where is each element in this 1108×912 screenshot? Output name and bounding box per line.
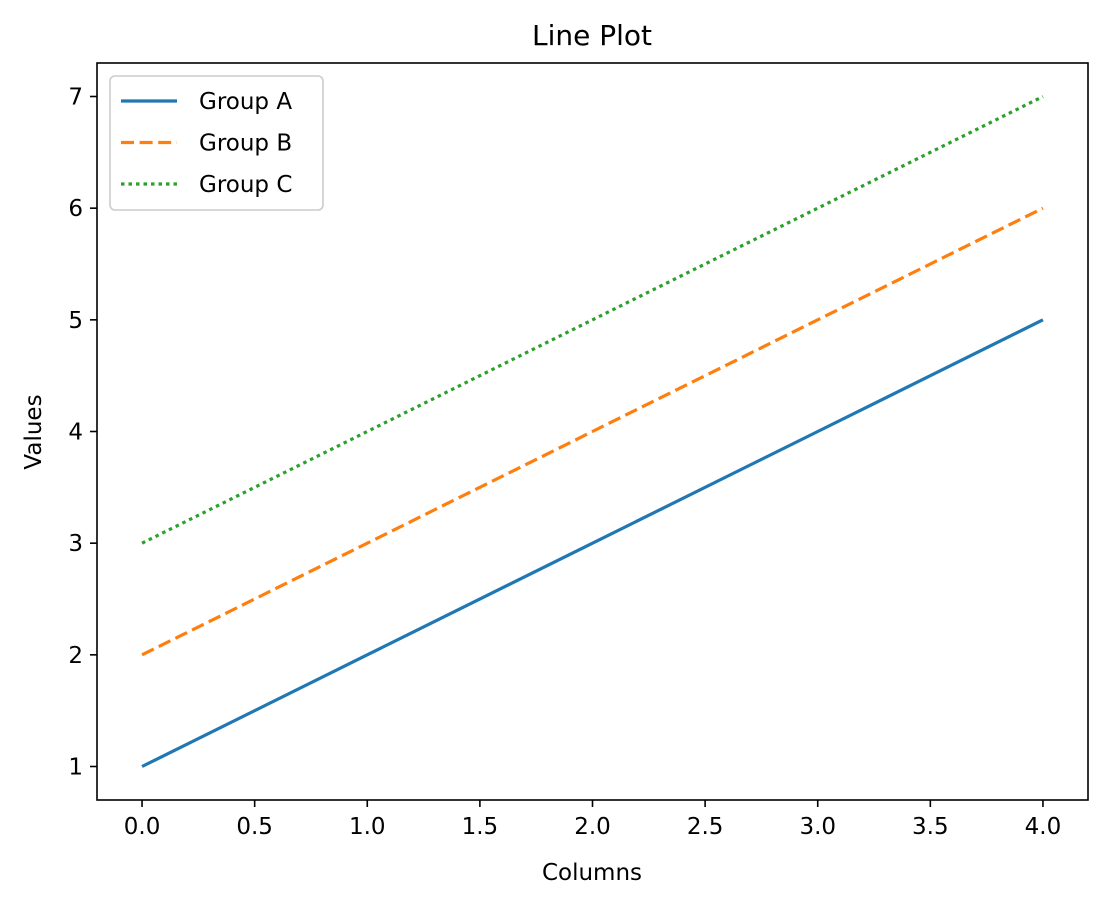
x-tick-label: 2.0	[574, 814, 611, 840]
y-tick-label: 4	[68, 420, 83, 446]
legend-label-2: Group C	[199, 172, 292, 198]
legend-label-0: Group A	[199, 89, 292, 115]
legend: Group A Group B Group C	[109, 75, 324, 211]
y-tick-label: 5	[68, 308, 83, 334]
x-axis-label: Columns	[542, 860, 642, 886]
x-tick-label: 0.0	[124, 814, 161, 840]
x-axis: 0.0 0.5 1.0 1.5 2.0 2.5 3.0 3.5 4.0	[124, 800, 1061, 840]
series-layer	[141, 95, 1044, 768]
x-tick-label: 1.0	[349, 814, 386, 840]
series-line-0	[141, 318, 1044, 768]
x-tick-label: 0.5	[236, 814, 273, 840]
y-axis-label: Values	[21, 394, 47, 469]
x-tick-label: 1.5	[462, 814, 499, 840]
series-line-1	[141, 206, 1044, 657]
y-tick-label: 6	[68, 196, 83, 222]
x-tick-label: 2.5	[687, 814, 724, 840]
x-tick-label: 4.0	[1025, 814, 1062, 840]
chart-title: Line Plot	[532, 19, 652, 52]
y-axis: 1 2 3 4 5 6 7	[68, 85, 97, 781]
legend-label-1: Group B	[199, 131, 292, 157]
y-tick-label: 7	[68, 85, 83, 111]
legend-box	[109, 75, 324, 211]
series-line-2	[141, 95, 1044, 545]
x-tick-label: 3.0	[799, 814, 836, 840]
y-tick-label: 1	[68, 755, 83, 781]
x-tick-label: 3.5	[912, 814, 949, 840]
y-tick-label: 3	[68, 531, 83, 557]
y-tick-label: 2	[68, 643, 83, 669]
